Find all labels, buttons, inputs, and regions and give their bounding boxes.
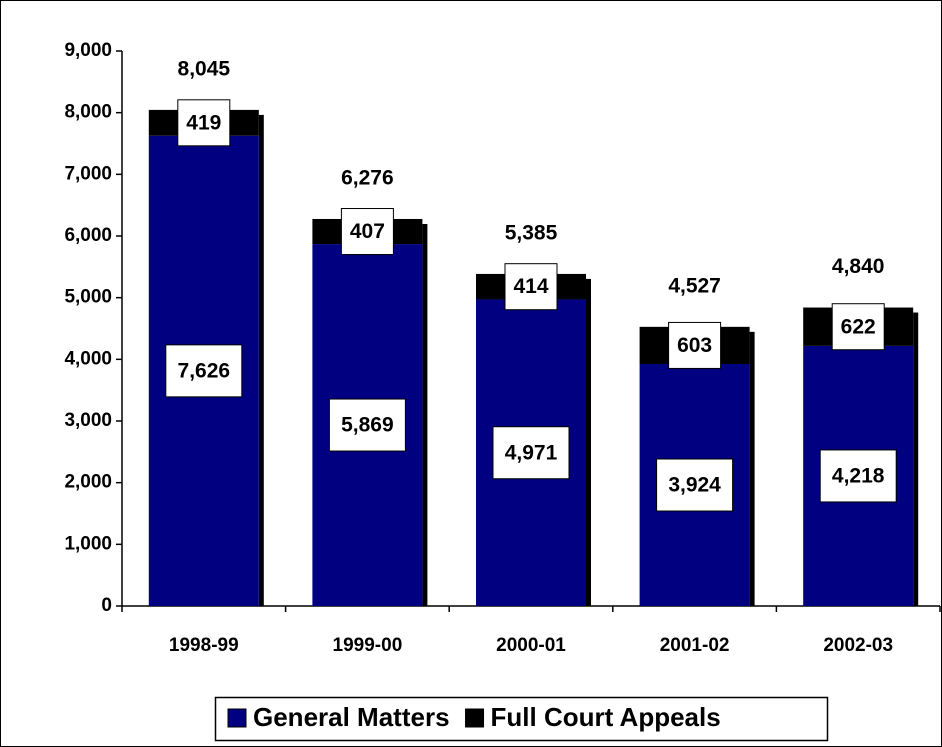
y-tick-label: 3,000 (64, 410, 112, 431)
legend-box (214, 696, 829, 742)
data-label-box (831, 303, 885, 351)
y-tick-label: 9,000 (64, 40, 112, 61)
x-tick-label: 1998-99 (169, 635, 239, 656)
data-label: 7,626 (178, 359, 231, 382)
bar-shadow (586, 278, 591, 606)
x-tick-label: 2002-03 (823, 635, 893, 656)
y-tick-label: 2,000 (64, 472, 112, 493)
data-label-box (340, 208, 394, 256)
total-label: 8,045 (178, 57, 231, 80)
y-tick-label: 0 (101, 595, 112, 616)
x-tick-label: 2000-01 (496, 635, 566, 656)
y-tick-label: 4,000 (64, 348, 112, 369)
data-label-box (656, 458, 734, 512)
data-label: 622 (841, 315, 876, 338)
data-label: 414 (513, 275, 548, 298)
bar-shadow (258, 114, 264, 607)
bar-shadow (913, 312, 919, 606)
data-label: 4,971 (505, 441, 558, 464)
legend-label: General Matters (253, 702, 450, 732)
legend-label: Full Court Appeals (491, 702, 721, 732)
data-label-box (819, 449, 897, 503)
x-tick-label: 1999-00 (333, 635, 403, 656)
legend-swatch (465, 708, 485, 728)
total-label: 6,276 (341, 167, 394, 190)
y-tick-label: 7,000 (64, 163, 112, 184)
data-label-box (492, 426, 570, 480)
data-label: 603 (677, 334, 712, 357)
total-label: 4,840 (832, 255, 885, 278)
y-tick-label: 5,000 (64, 287, 112, 308)
data-label-box (328, 398, 406, 452)
x-tick-label: 2001-02 (660, 635, 730, 656)
bar-shadow (749, 331, 755, 606)
total-label: 5,385 (505, 221, 558, 244)
data-label: 4,218 (832, 464, 885, 487)
legend-swatch (227, 708, 247, 728)
data-label-box (668, 321, 722, 369)
data-label: 407 (350, 220, 385, 243)
y-tick-label: 6,000 (64, 225, 112, 246)
data-label: 5,869 (341, 414, 394, 437)
data-label-box (165, 344, 243, 398)
y-tick-label: 1,000 (64, 533, 112, 554)
data-label-box (177, 99, 231, 147)
data-label: 419 (186, 111, 221, 134)
data-label: 3,924 (668, 474, 721, 497)
data-label-box (504, 263, 558, 311)
total-label: 4,527 (668, 274, 721, 297)
bar-shadow (422, 223, 428, 607)
y-tick-label: 8,000 (64, 102, 112, 123)
